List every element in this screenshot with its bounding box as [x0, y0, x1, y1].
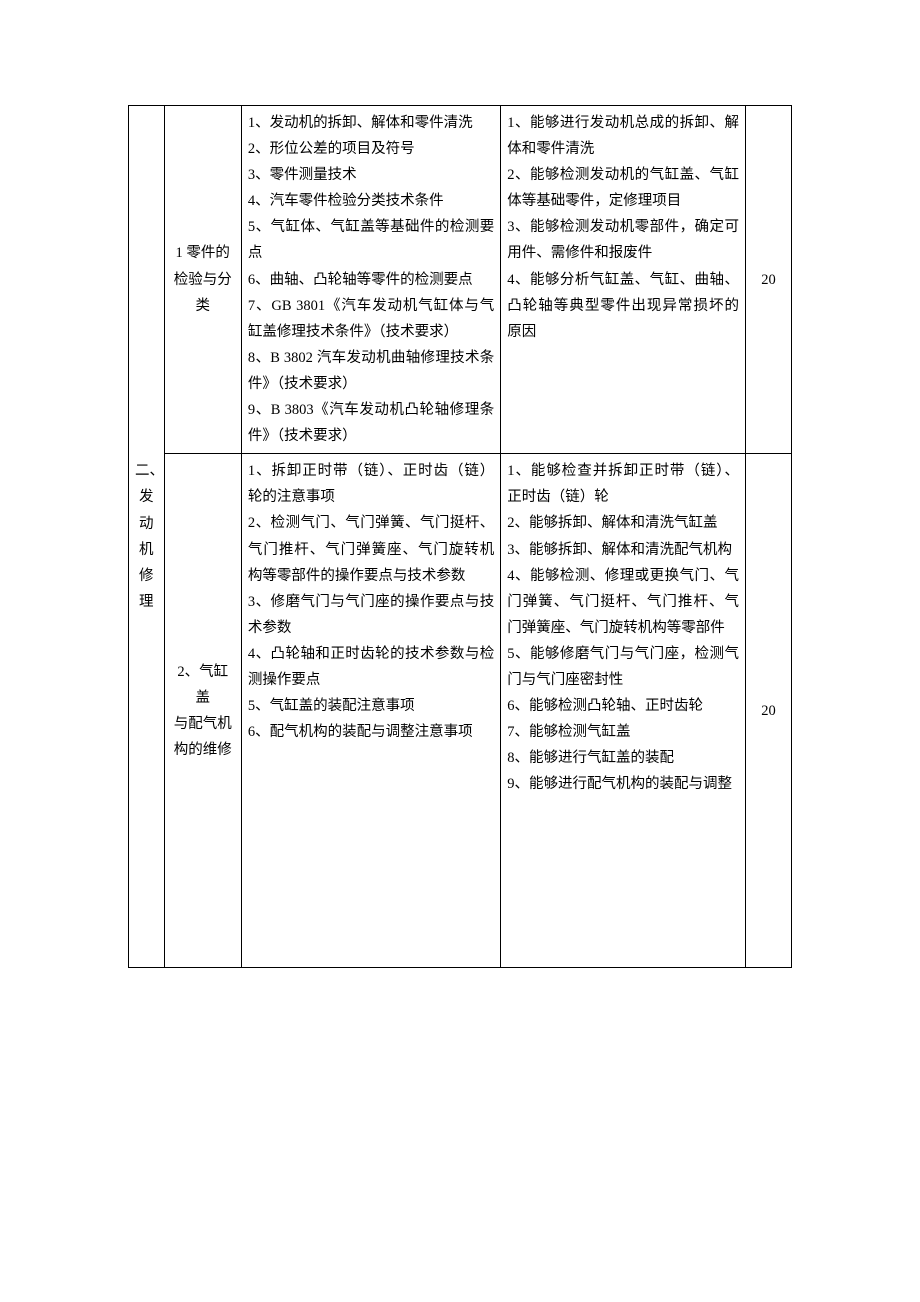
sub-line: 1 零件的: [171, 240, 235, 266]
subtopic-label: 1 零件的 检验与分 类: [171, 240, 235, 318]
page: 二、 发 动 机 修 理 1 零件的 检验与分 类 1、发动机的拆卸、解: [0, 0, 920, 1302]
sub-line: 类: [171, 293, 235, 319]
table-row: 二、 发 动 机 修 理 1 零件的 检验与分 类 1、发动机的拆卸、解: [129, 106, 792, 454]
subtopic-cell: 2、气缸盖 与配气机 构的维修: [164, 454, 241, 968]
skill-cell: 1、能够进行发动机总成的拆卸、解体和零件清洗 2、能够检测发动机的气缸盖、气缸体…: [501, 106, 746, 454]
knowledge-cell: 1、拆卸正时带（链）、正时齿（链）轮的注意事项 2、检测气门、气门弹簧、气门挺杆…: [241, 454, 500, 968]
sub-line: 检验与分: [171, 267, 235, 293]
sub-line: 2、气缸盖: [171, 659, 235, 711]
sub-line: 构的维修: [171, 737, 235, 763]
category-cell: 二、 发 动 机 修 理: [129, 106, 165, 968]
cat-char: 二、: [135, 458, 158, 484]
cat-char: 机: [135, 537, 158, 563]
hours-cell: 20: [745, 106, 791, 454]
category-label: 二、 发 动 机 修 理: [135, 458, 158, 615]
cat-char: 修: [135, 563, 158, 589]
cat-char: 理: [135, 589, 158, 615]
hours-cell: 20: [745, 454, 791, 968]
sub-line: 与配气机: [171, 711, 235, 737]
cat-char: 发: [135, 484, 158, 510]
table-row: 2、气缸盖 与配气机 构的维修 1、拆卸正时带（链）、正时齿（链）轮的注意事项 …: [129, 454, 792, 968]
knowledge-cell: 1、发动机的拆卸、解体和零件清洗 2、形位公差的项目及符号 3、零件测量技术 4…: [241, 106, 500, 454]
cat-char: 动: [135, 511, 158, 537]
skill-cell: 1、能够检查并拆卸正时带（链）、正时齿（链）轮 2、能够拆卸、解体和清洗气缸盖 …: [501, 454, 746, 968]
curriculum-table: 二、 发 动 机 修 理 1 零件的 检验与分 类 1、发动机的拆卸、解: [128, 105, 792, 968]
subtopic-cell: 1 零件的 检验与分 类: [164, 106, 241, 454]
subtopic-label: 2、气缸盖 与配气机 构的维修: [171, 659, 235, 763]
